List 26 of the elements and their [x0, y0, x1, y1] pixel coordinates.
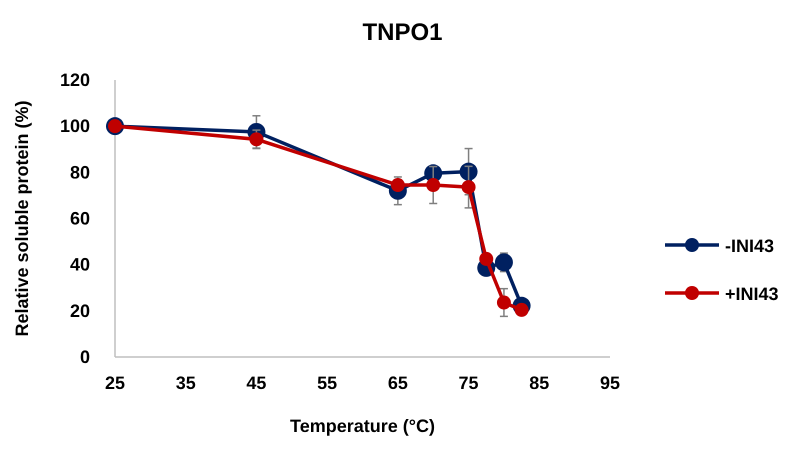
y-tick-label: 80 — [70, 162, 90, 182]
x-tick-label: 65 — [388, 373, 408, 393]
x-tick-label: 85 — [529, 373, 550, 393]
x-axis-title: Temperature (°C) — [290, 416, 435, 436]
legend-label: -INI43 — [725, 236, 774, 256]
x-tick-label: 95 — [600, 373, 620, 393]
y-tick-label: 120 — [60, 70, 90, 90]
point — [462, 180, 476, 194]
point — [496, 296, 511, 310]
y-tick-label: 40 — [70, 254, 90, 275]
y-axis-title: Relative soluble protein (%) — [12, 100, 32, 337]
x-tick-label: 25 — [104, 373, 126, 393]
point — [426, 178, 440, 192]
point — [249, 132, 264, 146]
x-tick-label: 45 — [246, 373, 266, 393]
chart-title: TNPO1 — [362, 19, 443, 46]
point — [479, 252, 494, 266]
y-tick-label: 20 — [70, 300, 90, 321]
y-tick-label: 60 — [70, 208, 90, 228]
x-tick-label: 55 — [317, 373, 338, 393]
y-tick-label: 100 — [60, 116, 90, 136]
x-tick-label: 35 — [176, 373, 196, 393]
point — [494, 253, 513, 272]
x-tick-label: 75 — [458, 373, 479, 393]
y-tick-label: 0 — [80, 347, 90, 367]
legend-label: +INI43 — [725, 284, 779, 304]
